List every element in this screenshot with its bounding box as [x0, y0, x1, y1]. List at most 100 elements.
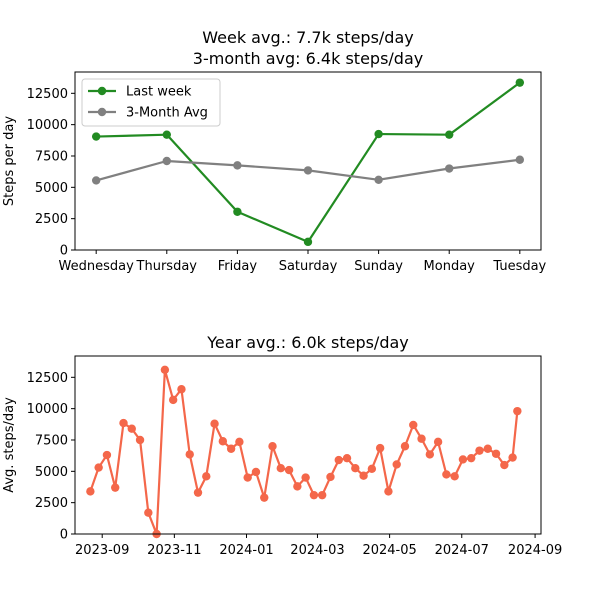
weekly-series-point [91, 176, 101, 185]
yearly-series-point [326, 472, 335, 482]
yearly-series-point [392, 460, 401, 469]
yearly-series-point [513, 406, 522, 416]
weekly-y-tick-label: 5000 [35, 181, 68, 196]
yearly-chart: Year avg.: 6.0k steps/day Avg. steps/day… [2, 333, 562, 558]
yearly-series-point [202, 472, 211, 481]
weekly-series-point [445, 130, 454, 139]
yearly-y-tick-label: 7500 [35, 433, 68, 448]
yearly-y-tick-label: 10000 [27, 402, 68, 417]
yearly-series-point [334, 455, 343, 465]
yearly-series-point [193, 488, 203, 497]
yearly-series-point [185, 450, 194, 459]
weekly-chart-y-ticks: 0 2500 5000 7500 10000 12500 [27, 87, 75, 259]
yearly-x-tick-label: 2024-07 [435, 543, 489, 558]
weekly-x-tick-label: Tuesday [492, 259, 546, 274]
yearly-series-point [177, 385, 186, 394]
weekly-y-tick-label: 7500 [35, 149, 68, 164]
yearly-series-point [111, 483, 120, 492]
yearly-chart-frame [74, 355, 542, 535]
yearly-series-point [450, 472, 459, 481]
weekly-chart-title-line-2: 3-month avg: 6.4k steps/day [193, 49, 423, 68]
yearly-series-point [475, 446, 484, 455]
weekly-chart-title-line-1: Week avg.: 7.7k steps/day [202, 28, 413, 47]
yearly-series-point [243, 473, 252, 482]
yearly-series-point [483, 444, 492, 453]
yearly-series-point [276, 463, 285, 473]
yearly-series-point [467, 453, 476, 463]
weekly-x-tick-label: Wednesday [59, 259, 135, 274]
yearly-series-point [260, 493, 269, 502]
yearly-series-point [86, 487, 95, 496]
weekly-y-tick-label: 12500 [27, 87, 68, 102]
yearly-x-tick-label: 2024-01 [219, 543, 273, 558]
yearly-series-point [235, 437, 244, 447]
yearly-series-point [144, 508, 153, 517]
weekly-y-tick-label: 0 [60, 244, 68, 259]
yearly-series-point [384, 487, 393, 496]
weekly-series-point [303, 237, 313, 247]
yearly-series-point [491, 449, 501, 458]
weekly-series-point [445, 164, 454, 173]
yearly-series-point [251, 467, 261, 477]
yearly-chart-y-axis-label: Avg. steps/day [2, 397, 17, 493]
legend-marker-3-month-avg [97, 107, 107, 117]
yearly-series-point [102, 450, 112, 460]
weekly-series-point [374, 175, 383, 185]
weekly-x-tick-label: Sunday [354, 259, 403, 274]
yearly-x-tick-label: 2024-05 [362, 543, 416, 558]
yearly-x-tick-label: 2024-09 [508, 543, 562, 558]
legend-box [81, 78, 221, 127]
yearly-series-point [351, 463, 360, 473]
yearly-series-point [342, 453, 352, 463]
yearly-chart-series [86, 365, 522, 539]
weekly-x-tick-label: Monday [424, 259, 476, 274]
yearly-x-tick-label: 2023-11 [147, 543, 201, 558]
yearly-series-point [168, 395, 178, 405]
yearly-chart-x-ticks: 2023-09 2023-11 2024-01 2024-03 2024-05 2024-… [75, 534, 562, 558]
yearly-series-point [433, 437, 443, 447]
legend-label-last-week: Last week [126, 85, 192, 100]
yearly-series-point [359, 471, 368, 480]
yearly-series-point [400, 442, 410, 451]
weekly-series-point [162, 156, 171, 166]
yearly-series-point [367, 464, 377, 474]
weekly-chart-y-axis-label: Steps per day [2, 116, 17, 206]
weekly-y-tick-label: 2500 [35, 212, 68, 227]
yearly-series-point [226, 444, 236, 453]
yearly-chart-y-ticks: 0 2500 5000 7500 10000 12500 [27, 371, 75, 543]
weekly-series-point [374, 129, 383, 139]
yearly-series-point [160, 365, 170, 374]
weekly-chart-series [91, 78, 525, 247]
weekly-x-tick-label: Friday [218, 259, 258, 274]
weekly-series-point [515, 78, 525, 87]
weekly-series-point [303, 166, 313, 175]
yearly-series-point [119, 418, 128, 428]
weekly-series-point [233, 161, 242, 170]
yearly-series-point [127, 424, 136, 433]
yearly-series-point [442, 470, 451, 479]
yearly-series-point [293, 482, 302, 491]
weekly-series-point [162, 130, 171, 139]
weekly-series-point [91, 132, 101, 141]
yearly-series-point [500, 460, 509, 470]
yearly-series-point [135, 435, 145, 445]
weekly-y-tick-label: 10000 [27, 118, 68, 133]
weekly-chart-legend: Last week 3-Month Avg [81, 78, 221, 127]
yearly-y-tick-label: 5000 [35, 465, 68, 480]
yearly-chart-title: Year avg.: 6.0k steps/day [206, 333, 409, 352]
yearly-series-point [309, 490, 319, 500]
yearly-series-point [425, 450, 435, 459]
weekly-x-tick-label: Saturday [279, 259, 338, 274]
yearly-y-tick-label: 0 [60, 528, 68, 543]
yearly-series-point [94, 463, 103, 472]
yearly-y-tick-label: 12500 [27, 371, 68, 386]
yearly-series-point [458, 455, 468, 464]
yearly-series-point [218, 437, 228, 446]
yearly-series-point [409, 420, 418, 430]
yearly-x-tick-label: 2024-03 [290, 543, 344, 558]
yearly-series-point [417, 434, 426, 443]
weekly-chart-frame [74, 71, 542, 251]
yearly-series-point [284, 465, 294, 475]
yearly-series-point [508, 453, 517, 462]
